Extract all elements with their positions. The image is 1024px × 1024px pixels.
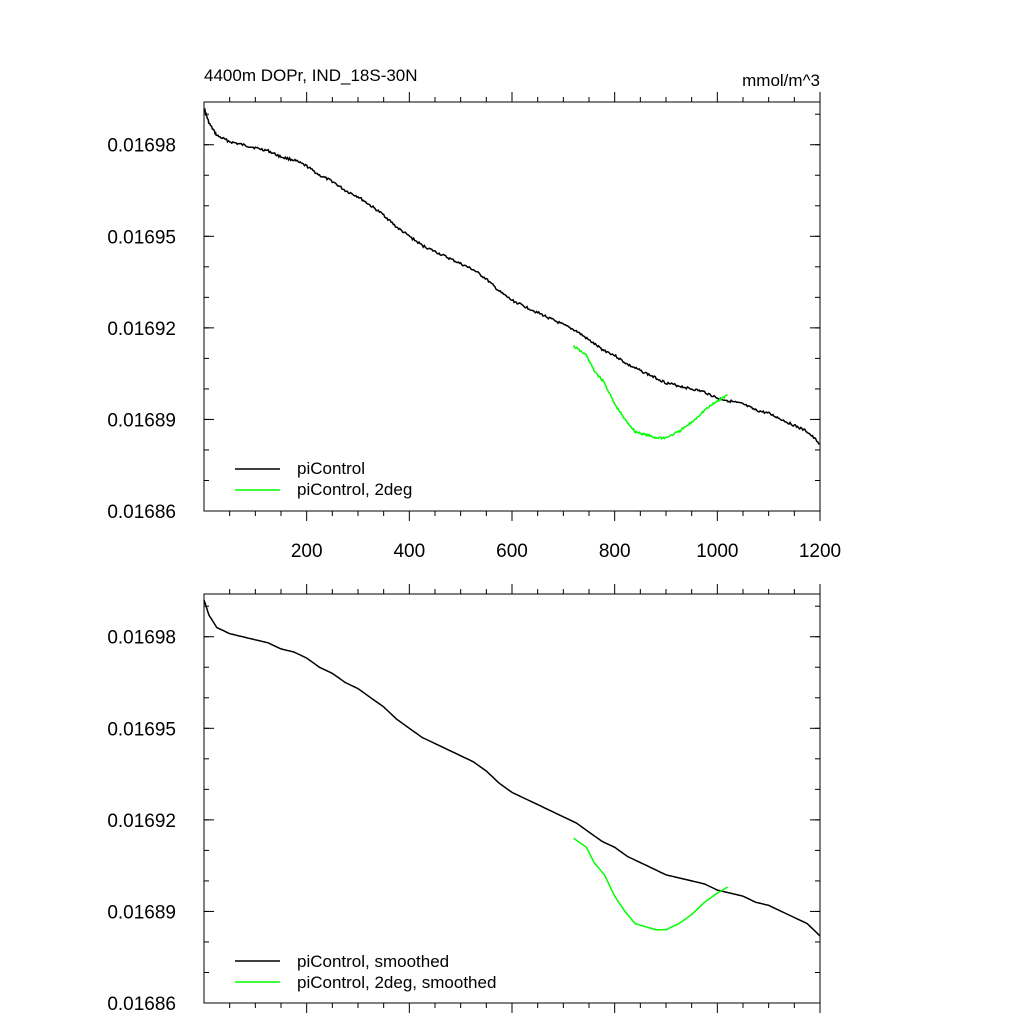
x-tick-label: 200 <box>291 541 323 562</box>
bottom-panel: 0.01686 0.01689 0.01692 0.01695 0.01698 piCo… <box>107 584 821 1015</box>
units-label: mmol/m^3 <box>742 71 820 90</box>
legend-label-picontrol-smoothed: piControl, smoothed <box>297 952 449 971</box>
top-series-group <box>203 107 820 445</box>
x-tick-label: 800 <box>599 541 631 562</box>
legend-label-picontrol-2deg-smoothed: piControl, 2deg, smoothed <box>297 973 496 992</box>
x-tick-label: 1000 <box>696 541 738 562</box>
x-tick-label: 400 <box>393 541 425 562</box>
y-tick-label: 0.01686 <box>107 502 176 523</box>
legend-label-picontrol-2deg: piControl, 2deg <box>297 480 412 499</box>
y-tick-label: 0.01692 <box>107 811 176 832</box>
series-line-picontrol-2deg-smoothed <box>573 837 728 931</box>
bottom-series-group <box>203 599 821 937</box>
x-tick-label: 1200 <box>799 541 841 562</box>
y-tick-label: 0.01695 <box>107 227 176 248</box>
bottom-legend: piControl, smoothed piControl, 2deg, smo… <box>235 952 496 992</box>
bottom-plot-frame <box>203 593 821 1004</box>
series-line-picontrol <box>203 107 820 445</box>
series-line-picontrol-smoothed <box>203 599 821 937</box>
top-panel: 4400m DOPr, IND_18S-30N mmol/m^3 0.01686… <box>107 66 841 562</box>
y-tick-label: 0.01698 <box>107 136 176 157</box>
bottom-axis-ticks: 0.01686 0.01689 0.01692 0.01695 0.01698 <box>107 584 821 1015</box>
top-axis-ticks: 0.01686 0.01689 0.01692 0.01695 0.01698 200 40… <box>107 92 841 562</box>
top-plot-frame <box>203 101 821 512</box>
y-tick-label: 0.01686 <box>107 994 176 1015</box>
y-tick-label: 0.01695 <box>107 719 176 740</box>
x-tick-label: 600 <box>496 541 528 562</box>
top-legend: piControl piControl, 2deg <box>235 459 412 499</box>
y-tick-label: 0.01692 <box>107 319 176 340</box>
chart-title: 4400m DOPr, IND_18S-30N <box>204 66 418 85</box>
y-tick-label: 0.01689 <box>107 410 176 431</box>
legend-label-picontrol: piControl <box>297 459 365 478</box>
y-tick-label: 0.01689 <box>107 902 176 923</box>
series-line-picontrol-2deg <box>572 344 728 441</box>
y-tick-label: 0.01698 <box>107 628 176 649</box>
